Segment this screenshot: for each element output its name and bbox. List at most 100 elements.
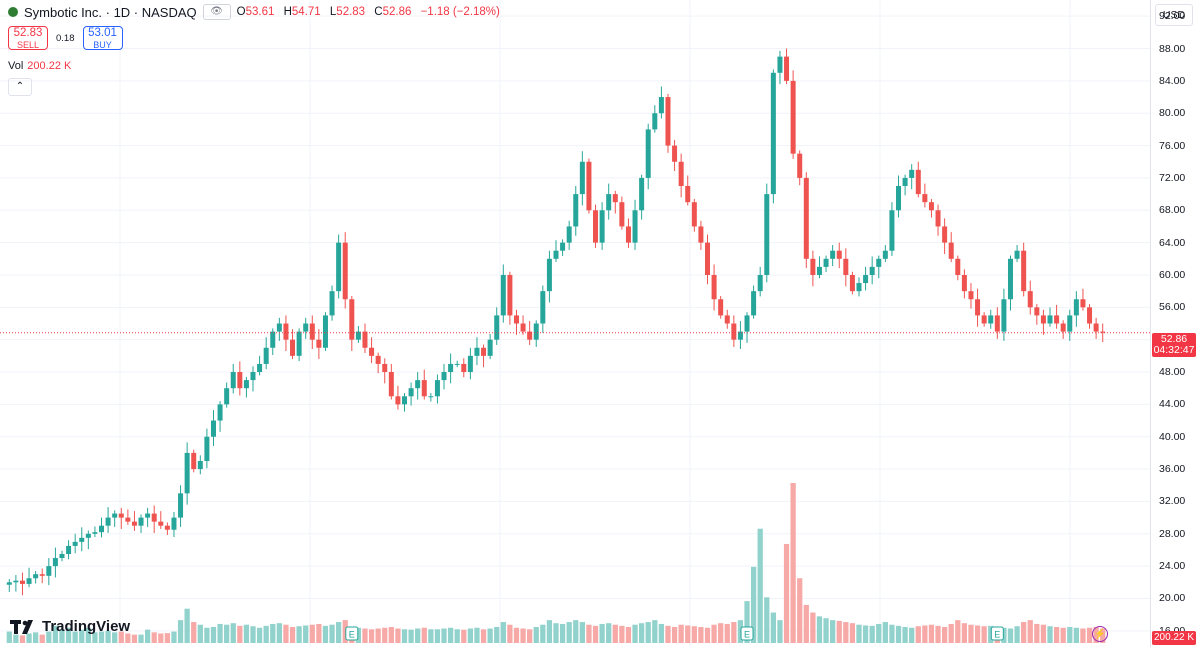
candle-body bbox=[586, 161, 592, 211]
volume-bar bbox=[1027, 620, 1033, 643]
currency-button[interactable]: USD bbox=[1155, 4, 1193, 26]
volume-bar bbox=[685, 625, 691, 643]
lightning-icon[interactable]: ⚡ bbox=[1092, 626, 1108, 642]
volume-bar bbox=[895, 625, 902, 643]
candle-body bbox=[369, 347, 375, 356]
candle-body bbox=[1073, 299, 1079, 316]
volume-bar bbox=[171, 631, 177, 643]
collapse-legend-button[interactable]: ⌃ bbox=[8, 78, 32, 96]
candle-body bbox=[408, 388, 414, 397]
candle-body bbox=[869, 266, 875, 275]
volume-bar bbox=[52, 625, 59, 643]
candle-body bbox=[619, 202, 625, 227]
volume-bar bbox=[612, 624, 618, 643]
price-tick-label: 36.00 bbox=[1159, 463, 1186, 476]
volume-bar bbox=[573, 620, 579, 643]
candle-body bbox=[500, 274, 506, 316]
volume-bar bbox=[19, 635, 26, 643]
earnings-marker: E bbox=[345, 626, 359, 641]
volume-bar bbox=[1080, 628, 1086, 643]
candle-body bbox=[112, 513, 118, 518]
volume-bar bbox=[619, 625, 625, 643]
volume-bar bbox=[533, 627, 539, 643]
symbol-title[interactable]: Symbotic Inc. · 1D · NASDAQ bbox=[24, 4, 197, 20]
volume-bar bbox=[197, 624, 203, 643]
candle-body bbox=[606, 194, 612, 211]
volume-bar bbox=[131, 634, 138, 643]
volume-bar bbox=[250, 626, 256, 643]
volume-bar bbox=[362, 628, 368, 643]
candle-body bbox=[92, 532, 98, 534]
candle-body bbox=[928, 202, 934, 211]
candle-body bbox=[454, 363, 460, 365]
candle-body bbox=[257, 363, 263, 373]
tradingview-logo[interactable]: TradingView bbox=[10, 618, 130, 635]
candle-body bbox=[290, 339, 296, 356]
volume-bar bbox=[803, 604, 809, 643]
price-tick-label: 20.00 bbox=[1159, 592, 1186, 605]
candle-body bbox=[355, 331, 361, 340]
candle-body bbox=[6, 582, 12, 585]
candle-body bbox=[507, 274, 513, 316]
candle-body bbox=[316, 339, 322, 348]
candle-body bbox=[85, 533, 91, 538]
volume-bar bbox=[494, 627, 500, 643]
buy-button[interactable]: 53.01 BUY bbox=[82, 26, 123, 50]
candle-body bbox=[178, 493, 184, 518]
candle-body bbox=[955, 258, 961, 275]
eye-icon[interactable]: 👁 bbox=[202, 4, 231, 20]
candle-body bbox=[467, 355, 473, 373]
volume-bar bbox=[843, 622, 849, 643]
volume-bar bbox=[935, 625, 941, 643]
candle-body bbox=[593, 210, 599, 243]
volume-bar bbox=[210, 627, 217, 643]
candle-body bbox=[718, 299, 724, 316]
candle-body bbox=[896, 186, 902, 211]
volume-bar bbox=[770, 612, 776, 643]
sell-button[interactable]: 52.83 SELL bbox=[8, 26, 48, 50]
volume-bar bbox=[968, 624, 974, 643]
ohlc-values: O53.61 H54.71 L52.83 C52.86 −1.18 (−2.18… bbox=[236, 6, 500, 18]
symbol-legend[interactable]: Symbotic Inc. · 1D · NASDAQ 👁 O53.61 H54… bbox=[8, 4, 506, 20]
candle-body bbox=[1040, 315, 1046, 324]
price-tick-label: 56.00 bbox=[1159, 301, 1186, 314]
volume-bar bbox=[961, 623, 968, 643]
candle-body bbox=[770, 72, 776, 195]
volume-bar bbox=[329, 624, 335, 643]
volume-bar bbox=[1001, 627, 1007, 643]
candle-body bbox=[513, 315, 519, 324]
earnings-marker-letter: E bbox=[994, 630, 1000, 640]
candle-body bbox=[764, 194, 770, 275]
volume-bar bbox=[744, 601, 750, 643]
candle-body bbox=[204, 436, 210, 461]
earnings-marker: E bbox=[740, 626, 754, 641]
volume-legend[interactable]: Vol 200.22 K bbox=[8, 60, 72, 72]
volume-bar bbox=[289, 627, 296, 643]
candle-body bbox=[751, 291, 757, 316]
candle-body bbox=[388, 372, 394, 397]
price-axis[interactable] bbox=[1150, 0, 1200, 647]
candle-body bbox=[158, 521, 164, 526]
candle-body bbox=[481, 347, 487, 356]
volume-bar bbox=[862, 625, 869, 643]
candle-body bbox=[322, 315, 328, 348]
volume-bar bbox=[368, 629, 375, 643]
candle-body bbox=[645, 129, 651, 178]
candle-body bbox=[961, 274, 967, 292]
candle-body bbox=[72, 541, 78, 546]
volume-bar bbox=[948, 623, 954, 643]
candle-body bbox=[922, 194, 928, 203]
volume-bar bbox=[243, 624, 250, 643]
volume-bar bbox=[230, 623, 236, 643]
volume-bar bbox=[164, 633, 171, 643]
volume-bar bbox=[237, 625, 243, 643]
candle-body bbox=[250, 372, 256, 381]
candle-body bbox=[138, 517, 144, 526]
candle-body bbox=[698, 226, 704, 243]
volume-bar bbox=[579, 622, 585, 643]
volume-bar bbox=[638, 623, 645, 643]
candle-body bbox=[118, 513, 124, 518]
volume-bar bbox=[263, 625, 269, 643]
